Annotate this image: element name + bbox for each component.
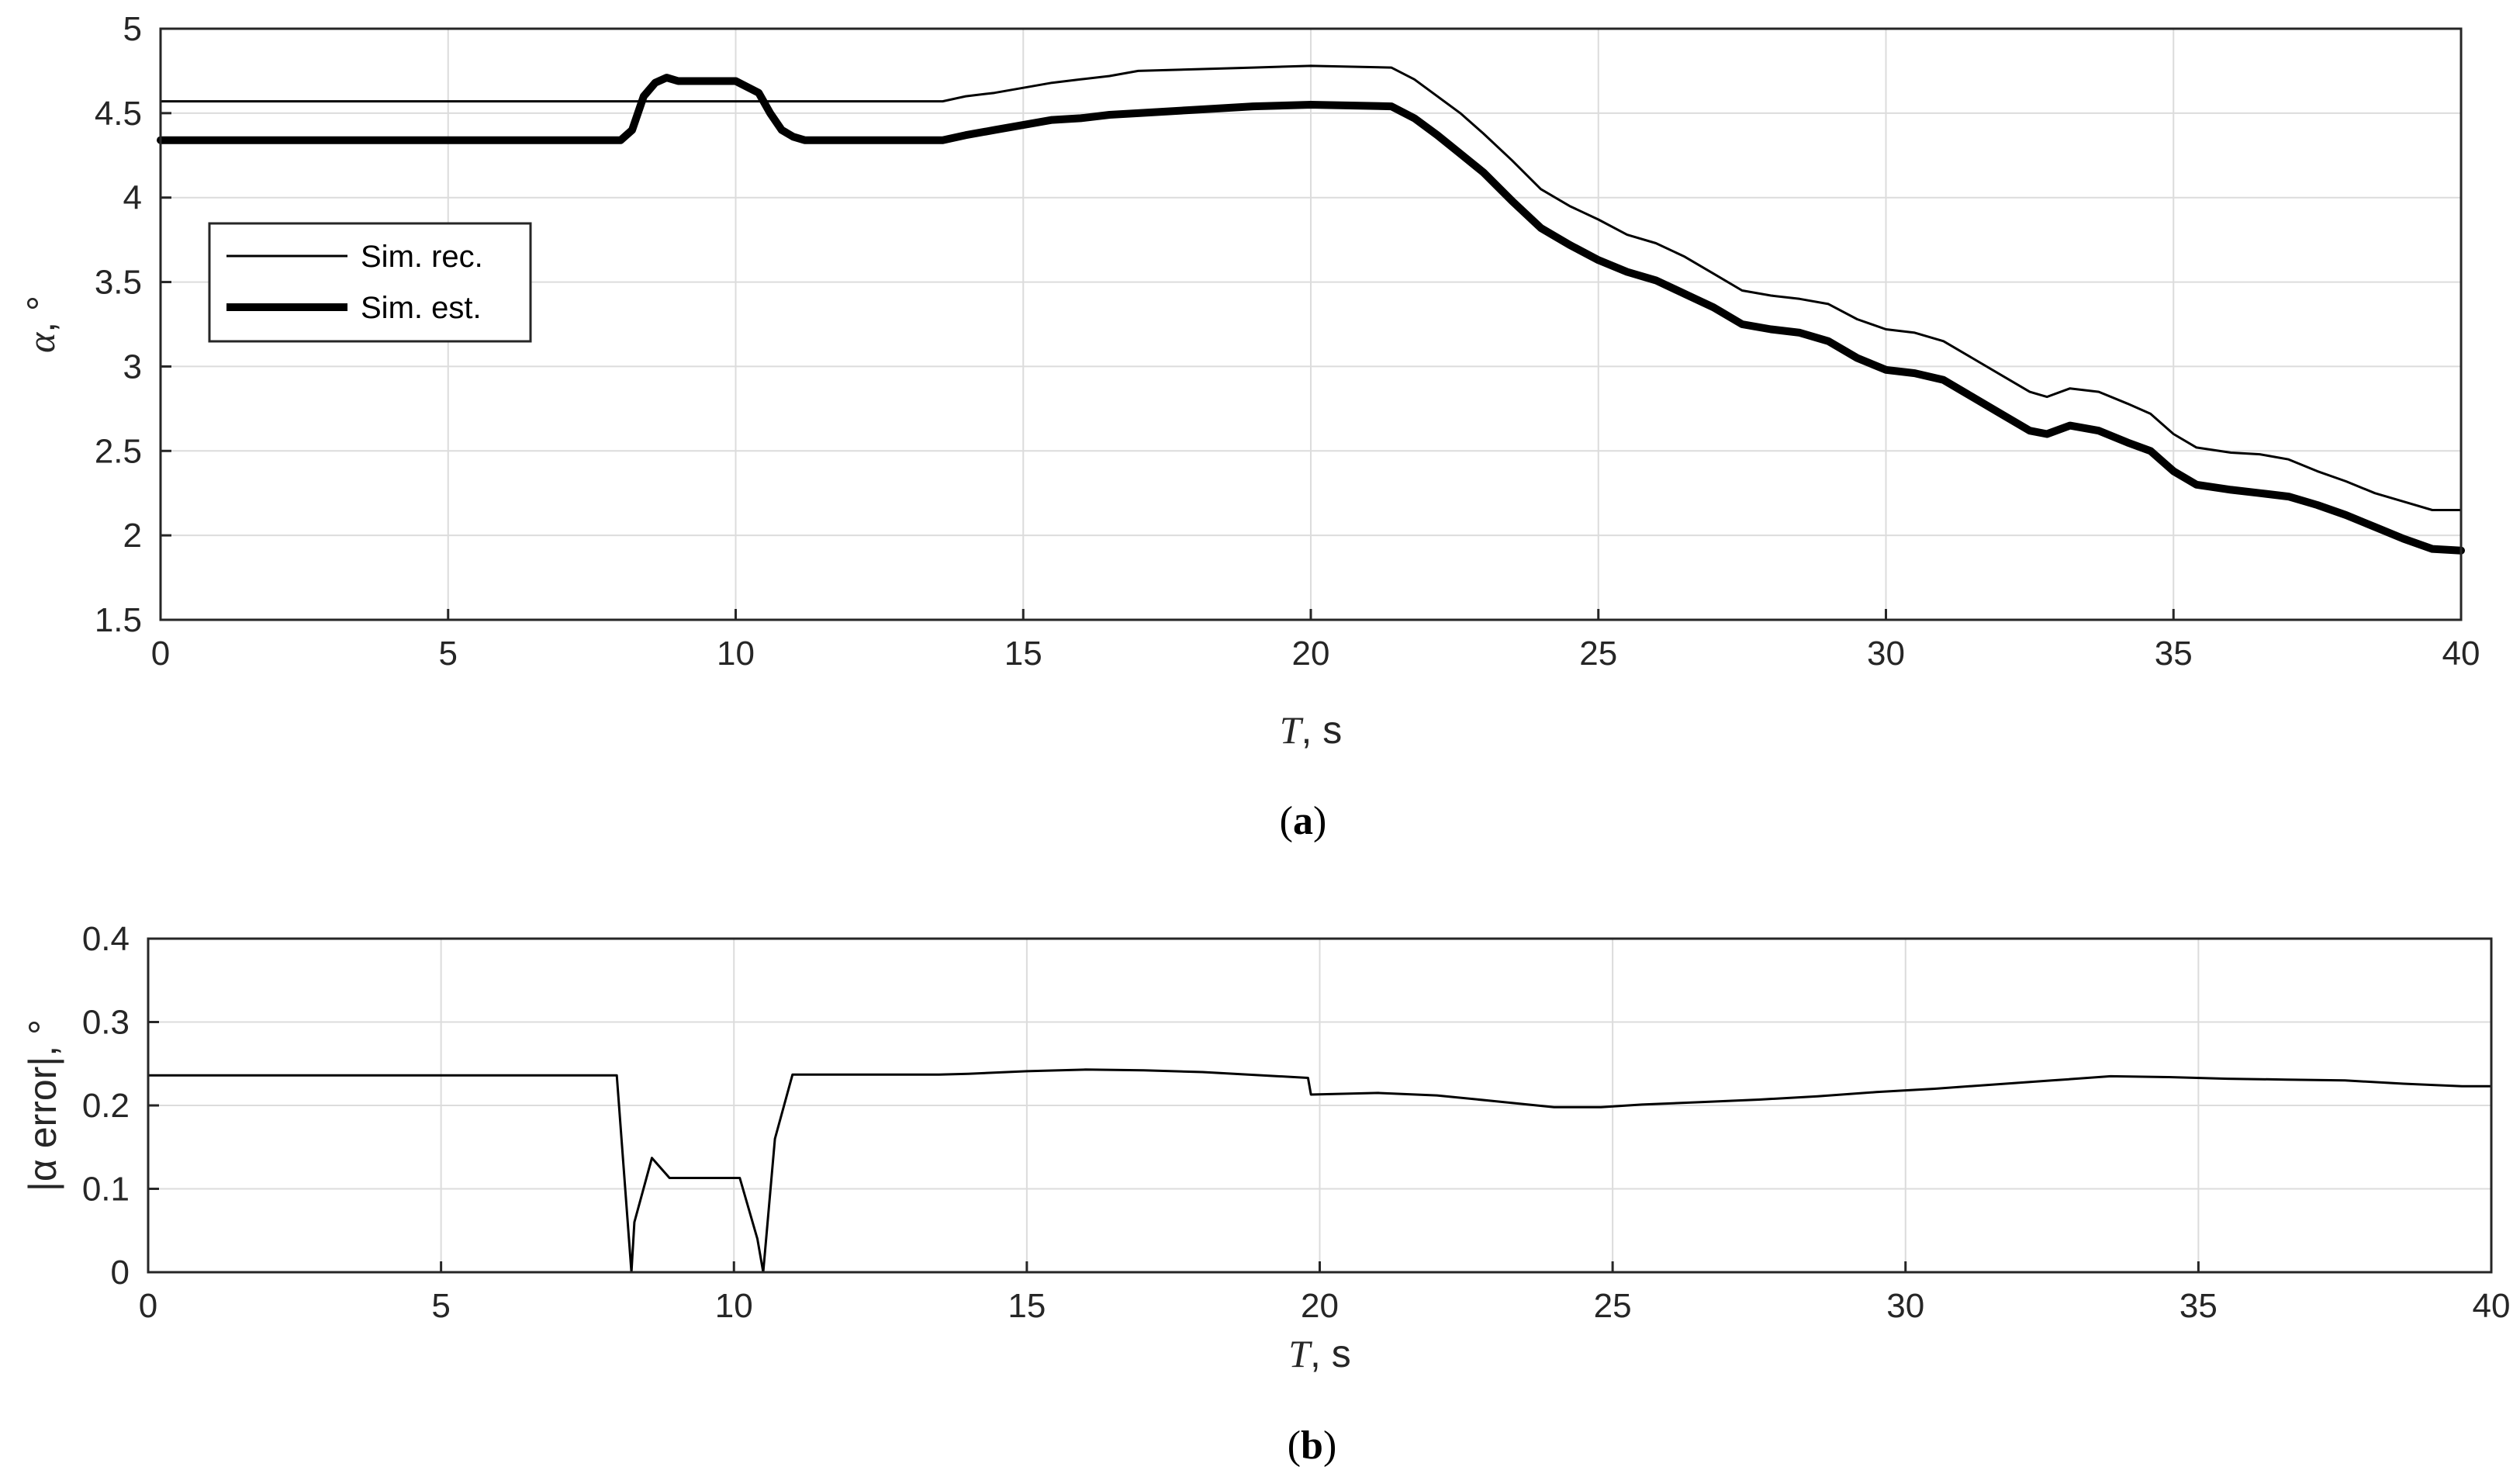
x-axis-label: T, s [1288,1332,1351,1375]
x-tick-label: 0 [151,635,170,673]
x-tick-label: 15 [1004,635,1042,673]
x-tick-label: 25 [1579,635,1617,673]
x-axis-unit: , s [1310,1332,1351,1375]
x-tick-label: 35 [2155,635,2193,673]
x-tick-label: 5 [439,635,458,673]
grid [147,938,2492,1273]
series-line-sim-rec [159,64,2463,511]
y-tick-label: 5 [123,10,142,48]
y-tick-label: 0.2 [82,1087,130,1125]
series-line-sim-est [157,74,2465,555]
x-tick-label: 5 [431,1287,450,1325]
x-axis-variable: T [1288,1332,1312,1375]
x-tick-label: 40 [2473,1287,2511,1325]
legend: Sim. rec. Sim. est. [208,222,532,343]
y-tick-label: 2.5 [95,432,142,470]
x-tick-label: 25 [1594,1287,1632,1325]
y-tick-label: 1.5 [95,601,142,639]
y-tick-label: 3.5 [95,264,142,302]
y-tick-label: 2 [123,517,142,555]
x-tick-label: 20 [1292,635,1330,673]
legend-box [208,222,532,343]
x-axis-unit: , s [1301,708,1343,752]
panel-a: 0 5 10 15 20 25 30 35 40 1.5 2 2.5 3 3.5 4 4.5 5 T, s α,… [19,10,2480,843]
tick-labels: 0 5 10 15 20 25 30 35 40 1.5 2 2.5 3 3.5 4 4.5 5 [95,10,2480,673]
y-axis-label: α, ° [19,296,63,353]
x-tick-label: 35 [2180,1287,2218,1325]
y-axis-label: |α error|, ° [21,1019,64,1192]
y-axis-unit: , ° [19,296,63,333]
x-tick-label: 10 [715,1287,753,1325]
x-tick-label: 40 [2442,635,2480,673]
panel-b: 0 5 10 15 20 25 30 35 40 0 0.1 0.2 0.3 0.4 T, s |α er… [21,920,2510,1468]
legend-label-sim-est: Sim. est. [361,291,482,325]
y-tick-label: 4 [123,179,142,217]
caption-b: (b) [1288,1423,1337,1468]
caption-a: (a) [1280,799,1327,843]
caption-b-letter: b [1301,1423,1323,1468]
series-lines [157,64,2465,555]
series-line-error [147,1068,2493,1274]
y-tick-label: 0.3 [82,1004,130,1042]
x-axis-label: T, s [1280,708,1343,752]
y-tick-label: 0 [111,1254,130,1292]
x-tick-label: 30 [1886,1287,1924,1325]
x-tick-label: 30 [1867,635,1905,673]
x-axis-variable: T [1280,708,1304,752]
x-tick-label: 10 [717,635,755,673]
caption-a-letter: a [1293,799,1313,843]
x-tick-label: 15 [1008,1287,1046,1325]
y-tick-label: 3 [123,348,142,386]
tick-labels: 0 5 10 15 20 25 30 35 40 0 0.1 0.2 0.3 0.4 [82,920,2511,1325]
x-tick-label: 20 [1301,1287,1339,1325]
y-tick-label: 0.1 [82,1171,130,1209]
y-tick-label: 0.4 [82,920,130,958]
y-tick-label: 4.5 [95,95,142,133]
y-axis-variable: α [19,331,63,353]
legend-label-sim-rec: Sim. rec. [361,240,483,274]
x-tick-label: 0 [139,1287,157,1325]
series-lines [147,1068,2493,1274]
